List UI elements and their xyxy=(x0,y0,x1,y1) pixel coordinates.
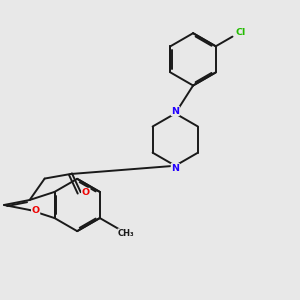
Text: N: N xyxy=(171,164,179,172)
Text: Cl: Cl xyxy=(235,28,245,37)
Text: O: O xyxy=(82,188,90,197)
Text: O: O xyxy=(32,206,40,215)
Text: N: N xyxy=(171,106,179,116)
Text: CH₃: CH₃ xyxy=(118,229,135,238)
